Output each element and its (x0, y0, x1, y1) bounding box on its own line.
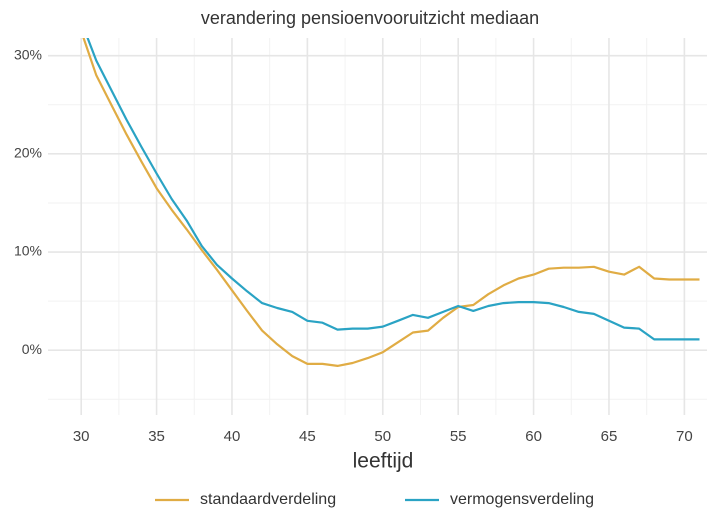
x-tick-label: 40 (224, 428, 241, 445)
grid (48, 38, 707, 415)
legend-label: vermogensverdeling (450, 491, 594, 508)
x-tick-label: 30 (73, 428, 90, 445)
x-tick-label: 35 (148, 428, 165, 445)
plot-area (82, 38, 700, 367)
line-series (86, 38, 700, 341)
x-tick-label: 50 (374, 428, 391, 445)
x-axis-label: leeftijd (353, 450, 414, 473)
line-series (82, 38, 700, 367)
x-tick-label: 70 (676, 428, 693, 445)
x-tick-label: 55 (450, 428, 467, 445)
y-tick-label: 20% (14, 145, 42, 161)
y-tick-label: 30% (14, 46, 42, 62)
chart-title: verandering pensioenvooruitzicht mediaan (201, 8, 539, 28)
y-tick-label: 0% (22, 341, 42, 357)
x-tick-label: 65 (601, 428, 618, 445)
legend-label: standaardverdeling (200, 491, 336, 508)
x-tick-label: 45 (299, 428, 316, 445)
x-tick-label: 60 (525, 428, 542, 445)
y-tick-label: 10% (14, 243, 42, 259)
